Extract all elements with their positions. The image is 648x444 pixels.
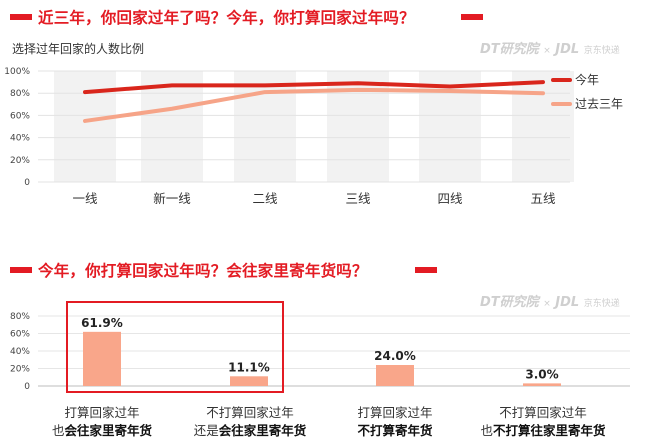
title-bar-left	[10, 14, 32, 20]
title-bar-left-2	[10, 267, 32, 273]
x-tick-label: 四线	[437, 191, 463, 206]
bar-value-label-1: 61.9%	[81, 316, 123, 330]
bar-chart: 80% 60% 40% 20% 0 61.9% 11.1% 24.0% 3.0%	[10, 312, 630, 392]
bar-1	[83, 331, 121, 386]
y-tick-label: 20%	[10, 365, 30, 375]
x-tick-label: 二线	[252, 191, 278, 206]
bar-value-label-4: 3.0%	[525, 367, 558, 381]
category-band	[141, 71, 203, 182]
bar-category-3-line2: 不打算寄年货	[357, 423, 433, 438]
bar-3	[376, 365, 414, 386]
y-tick-label: 80%	[10, 89, 30, 99]
bar-value-label-3: 24.0%	[374, 349, 416, 363]
x-tick-label: 一线	[72, 191, 98, 206]
title-bar-right	[461, 14, 483, 20]
x-tick-label: 三线	[345, 191, 371, 206]
y-tick-label: 40%	[10, 134, 30, 144]
y-tick-label: 0	[24, 382, 30, 392]
bar-value-label-2: 11.1%	[228, 360, 270, 374]
highlight-box	[66, 301, 284, 393]
series-line-1	[83, 80, 545, 95]
y-tick-label: 20%	[10, 156, 30, 166]
title-bar-right-2	[415, 267, 437, 273]
legend-label-1: 今年	[575, 72, 599, 87]
x-tick-label: 新一线	[153, 191, 191, 206]
legend-label-2: 过去三年	[575, 97, 623, 111]
bar-category-2-line2: 还是会往家里寄年货	[193, 423, 307, 438]
chart-subtitle: 选择过年回家的人数比例	[12, 42, 145, 56]
y-tick-label: 100%	[4, 67, 30, 77]
watermark-bottom: DT研究院 × JDL 京东快递	[480, 295, 620, 310]
page-title: 近三年，你回家过年了吗？今年，你打算回家过年吗？	[38, 9, 415, 27]
category-band	[512, 71, 574, 182]
category-band	[234, 71, 296, 182]
bar-category-4-line2: 也不打算往家里寄年货	[480, 423, 606, 438]
x-tick-label: 五线	[530, 191, 556, 206]
bar-category-1-line1: 打算回家过年	[64, 405, 140, 420]
watermark-top: DT研究院 × JDL 京东快递	[480, 42, 620, 57]
section-title-2: 今年，你打算回家过年吗？会往家里寄年货吗？	[38, 262, 368, 280]
series-line-2	[83, 87, 545, 123]
category-band	[54, 71, 116, 182]
y-tick-label: 60%	[10, 330, 30, 340]
bar-category-3-line1: 打算回家过年	[357, 405, 433, 420]
bar-category-1-line2: 也会往家里寄年货	[51, 423, 153, 438]
y-tick-label: 80%	[10, 312, 30, 322]
category-band	[327, 71, 389, 182]
bar-2	[230, 376, 268, 386]
y-tick-label: 60%	[10, 111, 30, 121]
bar-category-4-line1: 不打算回家过年	[499, 405, 587, 420]
y-tick-label: 40%	[10, 347, 30, 357]
bar-4	[523, 383, 561, 386]
bar-category-2-line1: 不打算回家过年	[206, 405, 294, 420]
y-tick-label: 0	[24, 178, 30, 188]
